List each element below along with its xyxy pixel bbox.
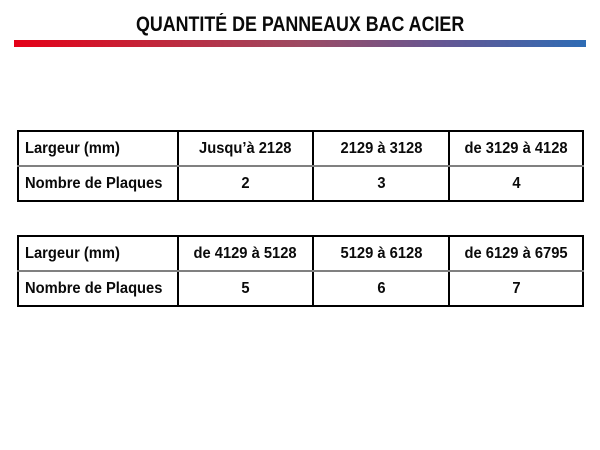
- count-value: 5: [241, 279, 250, 297]
- count-cell: 6: [312, 270, 450, 307]
- page-title-text: QUANTITÉ DE PANNEAUX BAC ACIER: [135, 13, 465, 36]
- table-row: Largeur (mm) de 4129 à 5128 5129 à 6128 …: [17, 235, 584, 272]
- range-value: 2129 à 3128: [340, 139, 422, 157]
- table-row: Nombre de Plaques 5 6 7: [17, 270, 584, 307]
- range-cell: de 4129 à 5128: [177, 235, 314, 272]
- plaques-header-label: Nombre de Plaques: [25, 279, 163, 297]
- range-cell: 5129 à 6128: [312, 235, 450, 272]
- count-cell: 4: [448, 165, 584, 202]
- count-value: 7: [511, 279, 521, 297]
- range-cell: de 3129 à 4128: [448, 130, 584, 167]
- largeur-header-cell: Largeur (mm): [17, 235, 179, 272]
- range-value: Jusqu’à 2128: [199, 139, 292, 157]
- largeur-header-label: Largeur (mm): [25, 139, 120, 157]
- largeur-header-label: Largeur (mm): [25, 244, 120, 262]
- count-value: 4: [511, 174, 521, 192]
- count-cell: 7: [448, 270, 584, 307]
- count-value: 2: [241, 174, 250, 192]
- range-value: 5129 à 6128: [340, 244, 422, 262]
- range-value: de 3129 à 4128: [464, 139, 568, 157]
- range-cell: Jusqu’à 2128: [177, 130, 314, 167]
- count-cell: 2: [177, 165, 314, 202]
- table-row: Nombre de Plaques 2 3 4: [17, 165, 584, 202]
- range-cell: de 6129 à 6795: [448, 235, 584, 272]
- panel-table-2: Largeur (mm) de 4129 à 5128 5129 à 6128 …: [17, 235, 584, 307]
- count-cell: 3: [312, 165, 450, 202]
- plaques-header-cell: Nombre de Plaques: [17, 165, 179, 202]
- plaques-header-label: Nombre de Plaques: [25, 174, 163, 192]
- largeur-header-cell: Largeur (mm): [17, 130, 179, 167]
- page-title: QUANTITÉ DE PANNEAUX BAC ACIER: [0, 13, 600, 37]
- count-value: 3: [376, 174, 386, 192]
- range-cell: 2129 à 3128: [312, 130, 450, 167]
- table-row: Largeur (mm) Jusqu’à 2128 2129 à 3128 de…: [17, 130, 584, 167]
- panel-table-1: Largeur (mm) Jusqu’à 2128 2129 à 3128 de…: [17, 130, 584, 202]
- gradient-divider-bar: [14, 40, 586, 47]
- count-value: 6: [376, 279, 386, 297]
- count-cell: 5: [177, 270, 314, 307]
- range-value: de 4129 à 5128: [193, 244, 298, 262]
- range-value: de 6129 à 6795: [464, 244, 568, 262]
- plaques-header-cell: Nombre de Plaques: [17, 270, 179, 307]
